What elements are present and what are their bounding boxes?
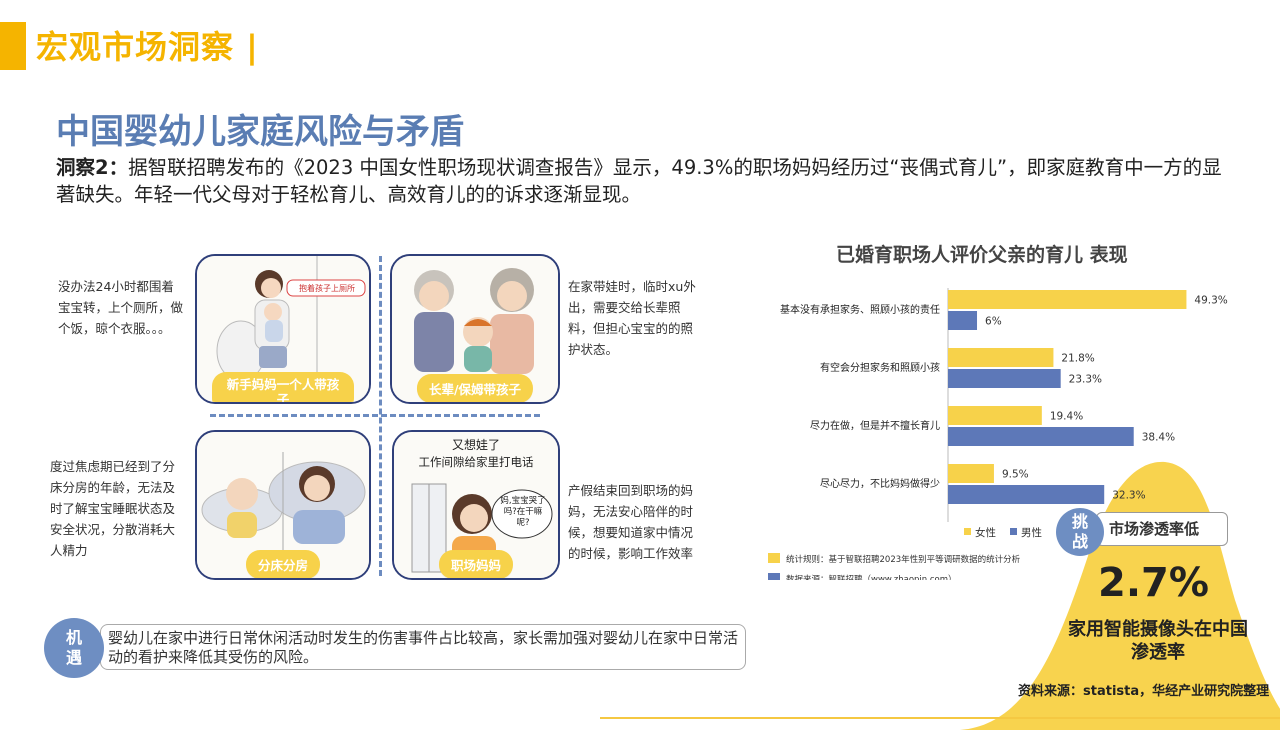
panel-4-caption-top: 又想娃了 (451, 438, 500, 452)
panel-divider-vertical (379, 256, 382, 576)
chart-title: 已婚育职场人评价父亲的育儿 表现 (836, 244, 1128, 266)
data-source: 资料来源：statista，华经产业研究院整理 (1018, 684, 1270, 699)
bar-value-label: 23.3% (1069, 374, 1102, 386)
bar-value-label: 6% (985, 316, 1002, 328)
category-label: 尽心尽力，不比妈妈做得少 (820, 477, 940, 490)
legend-swatch (1010, 528, 1017, 535)
legend-label: 女性 (975, 526, 996, 539)
bar-female (948, 348, 1054, 367)
challenge-badge: 挑战 (1056, 508, 1104, 556)
header-accent-bar (0, 22, 26, 70)
bottom-accent-line (600, 717, 1280, 719)
panel-2-side-text: 在家带娃时，临时xu外出，需要交给长辈照料，但担心宝宝的的照护状态。 (568, 279, 696, 357)
bar-male (948, 485, 1105, 504)
insight-paragraph: 洞察2：据智联招聘发布的《2023 中国女性职场现状调查报告》显示，49.3%的… (56, 156, 1222, 206)
bar-chart-svg: 基本没有承担家务、照顾小孩的责任 49.3% 6% 有空会分担家务和照顾小孩 21.8%… (768, 288, 1228, 585)
panel-1-label: 新手妈妈一个人带孩子 (212, 372, 354, 402)
comic-panel-working-mom: 又想娃了 工作间隙给家里打电话 妈,宝宝哭了吗?在干嘛呢? 职场妈妈 (392, 430, 560, 580)
bar-chart: 基本没有承担家务、照顾小孩的责任 49.3% 6% 有空会分担家务和照顾小孩 21.8%… (740, 280, 1260, 585)
comic-panel-new-mom: 抱着孩子上厕所 新手妈妈一个人带孩子 (195, 254, 371, 404)
legend-swatch (964, 528, 971, 535)
penetration-description: 家用智能摄像头在中国渗透率 (1068, 619, 1248, 663)
panel-divider-horizontal (210, 414, 540, 417)
panel-3-side-text: 度过焦虑期已经到了分床分房的年龄，无法及时了解宝宝睡眠状态及安全状况，分散消耗大… (50, 459, 176, 558)
bar-value-label: 49.3% (1194, 295, 1227, 307)
panel-3-label: 分床分房 (245, 550, 321, 578)
opportunity-box (100, 624, 746, 670)
note-text: 数据来源：智联招聘（www.zhaopin.com） (786, 574, 957, 580)
bar-female (948, 406, 1042, 425)
panel-2-label: 长辈/保姆带孩子 (416, 374, 534, 402)
panel-4-label: 职场妈妈 (438, 550, 514, 578)
bar-value-label: 32.3% (1112, 490, 1145, 502)
category-label: 有空会分担家务和照顾小孩 (820, 361, 940, 374)
note-text: 统计规则：基于智联招聘2023年性别平等调研数据的统计分析 (786, 554, 1021, 565)
comic-panel-elders: 长辈/保姆带孩子 (390, 254, 560, 404)
category-label: 尽力在做，但是并不擅长育儿 (810, 419, 940, 432)
challenge-label: 挑战 (1071, 512, 1088, 551)
panel-4-phone-bubble: 妈,宝宝哭了吗?在干嘛呢? (500, 496, 546, 528)
section-title: 中国婴幼儿家庭风险与矛盾 (56, 112, 464, 152)
note-swatch (768, 573, 780, 583)
bar-value-label: 9.5% (1002, 469, 1029, 481)
insight-label: 洞察2 (56, 156, 109, 179)
panel-1-side-text: 没办法24小时都围着宝宝转，上个厕所，做个饭，晾个衣服。。。 (58, 279, 184, 336)
bar-value-label: 21.8% (1061, 353, 1094, 365)
challenge-title: 市场渗透率低 (1109, 520, 1200, 538)
panel-1-bubble: 抱着孩子上厕所 (299, 284, 355, 293)
panel-4-side-text: 产假结束回到职场的妈妈，无法安心陪伴的时候，想要知道家中情况的时候，影响工作效率 (568, 483, 694, 561)
opportunity-label: 机遇 (65, 628, 82, 667)
bar-female (948, 290, 1187, 309)
legend-label: 男性 (1021, 526, 1042, 539)
category-label: 基本没有承担家务、照顾小孩的责任 (780, 303, 940, 316)
comic-panel-separate-beds: 分床分房 (195, 430, 371, 580)
bar-male (948, 369, 1061, 388)
page-title: 宏观市场洞察 | (36, 28, 259, 66)
penetration-value: 2.7% (1098, 560, 1209, 606)
bar-value-label: 38.4% (1142, 432, 1175, 444)
bar-value-label: 19.4% (1050, 411, 1083, 423)
note-swatch (768, 553, 780, 563)
panel-4-caption-bottom: 工作间隙给家里打电话 (418, 455, 534, 469)
insight-text: 据智联招聘发布的《2023 中国女性职场现状调查报告》显示，49.3%的职场妈妈… (56, 156, 1222, 206)
opportunity-badge: 机遇 (44, 618, 104, 678)
bar-male (948, 311, 978, 330)
bar-male (948, 427, 1134, 446)
challenge-title-box: 市场渗透率低 (1096, 512, 1228, 546)
bar-female (948, 464, 994, 483)
opportunity-text: 婴幼儿在家中进行日常休闲活动时发生的伤害事件占比较高，家长需加强对婴幼儿在家中日… (108, 629, 739, 666)
